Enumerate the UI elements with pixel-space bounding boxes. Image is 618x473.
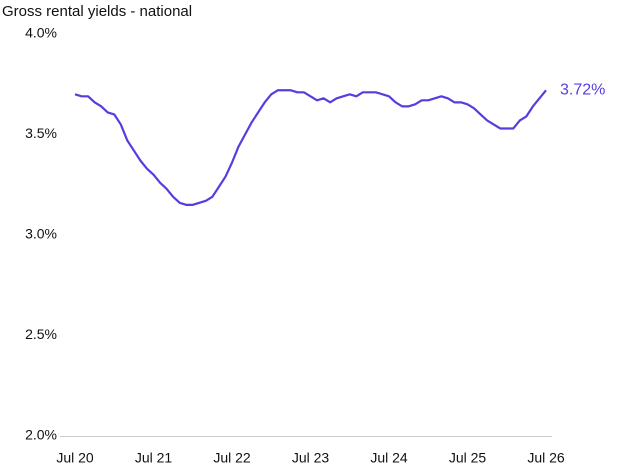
x-tick-label: Jul 24 <box>370 450 408 466</box>
x-tick-label: Jul 22 <box>213 450 251 466</box>
x-tick-label: Jul 25 <box>449 450 487 466</box>
value-label: 3.72% <box>560 81 605 98</box>
y-tick-label: 2.0% <box>25 427 57 443</box>
x-tick-label: Jul 23 <box>292 450 330 466</box>
y-tick-label: 4.0% <box>25 25 57 41</box>
line <box>74 89 547 206</box>
x-tick-label: Jul 21 <box>135 450 173 466</box>
x-tick-label: Jul 26 <box>527 450 565 466</box>
y-tick-label: 2.5% <box>25 326 57 342</box>
chart-title: Gross rental yields - national <box>2 3 192 20</box>
y-tick-label: 3.5% <box>25 125 57 141</box>
x-tick-label: Jul 20 <box>56 450 94 466</box>
y-tick-label: 3.0% <box>25 226 57 242</box>
